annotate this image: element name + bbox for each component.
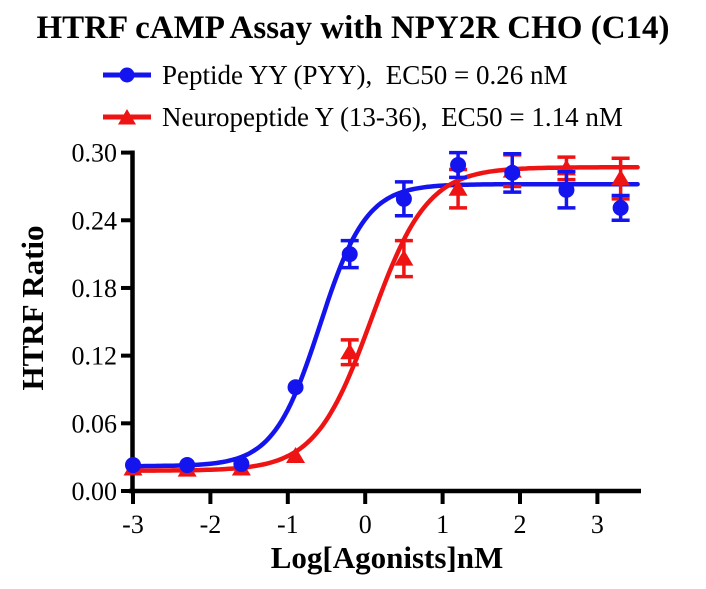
y-tick-label: 0.24	[72, 206, 118, 235]
chart-title: HTRF cAMP Assay with NPY2R CHO (C14)	[36, 10, 670, 46]
npy-legend-triangle	[118, 109, 136, 125]
legend-label-npy: Neuropeptide Y (13-36), EC50 = 1.14 nM	[162, 102, 623, 132]
pyy-data-point	[558, 181, 575, 198]
legend: Peptide YY (PYY), EC50 = 0.26 nM Neurope…	[101, 61, 623, 145]
x-tick-label: 2	[514, 510, 527, 539]
npy-data-point	[394, 249, 414, 266]
y-tick-label: 0.30	[72, 139, 118, 168]
npy-data-point	[448, 179, 468, 196]
npy-triangle-marker-icon	[103, 109, 151, 125]
npy-fit-curve	[130, 165, 640, 473]
pyy-fit-curve	[130, 181, 640, 469]
y-tick-label: 0.18	[72, 274, 118, 303]
x-tick-label: -1	[277, 510, 299, 539]
legend-label-pyy: Peptide YY (PYY), EC50 = 0.26 nM	[162, 60, 568, 90]
pyy-data-point	[233, 455, 250, 472]
y-tick-label: 0.12	[72, 342, 118, 371]
pyy-data-point	[341, 246, 358, 263]
pyy-data-point	[125, 457, 141, 474]
pyy-data-point	[612, 199, 629, 216]
x-axis-title: Log[Agonists]nM	[270, 540, 504, 575]
pyy-data-point	[287, 379, 304, 396]
legend-row-pyy: Peptide YY (PYY), EC50 = 0.26 nM	[101, 61, 623, 89]
npy-data-point	[611, 169, 631, 186]
npy-data-point	[286, 447, 306, 464]
pyy-data-point	[450, 157, 467, 174]
pyy-data-point	[504, 164, 521, 181]
x-tick-label: 1	[436, 510, 449, 539]
pyy-data-point	[179, 457, 196, 474]
pyy-data-point	[395, 190, 412, 207]
y-axis-title: HTRF Ratio	[15, 225, 50, 391]
pyy-circle-marker-icon	[103, 67, 151, 83]
x-tick-label: 0	[359, 510, 372, 539]
y-tick-label: 0.06	[72, 409, 118, 438]
y-tick-label: 0.00	[72, 477, 118, 506]
x-tick-label: 3	[591, 510, 604, 539]
x-tick-label: -3	[122, 510, 144, 539]
x-tick-label: -2	[200, 510, 222, 539]
pyy-legend-circle	[119, 67, 135, 83]
legend-row-npy: Neuropeptide Y (13-36), EC50 = 1.14 nM	[101, 103, 623, 131]
npy-data-point	[340, 343, 360, 360]
